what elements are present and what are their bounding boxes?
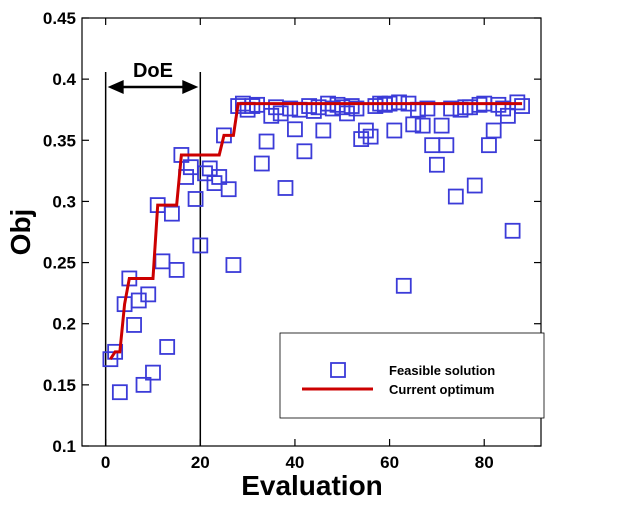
legend-label-feasible: Feasible solution — [389, 363, 495, 378]
doe-arrowhead-right — [182, 80, 199, 94]
feasible-solution-point — [353, 131, 370, 147]
feasible-solution-point — [135, 376, 152, 393]
legend-box — [279, 332, 545, 419]
feasible-solution-point — [263, 107, 280, 124]
feasible-solution-point — [504, 222, 521, 239]
feasible-solution-point — [272, 105, 289, 122]
feasible-solution-point — [126, 317, 142, 333]
y-axis-ticks: 0.1 0.15 0.2 0.25 0.3 0.35 0.4 0.45 — [43, 9, 541, 456]
feasible-solution-point — [438, 137, 455, 154]
feasible-solution-point — [447, 188, 464, 205]
feasible-solution-point — [187, 191, 204, 207]
feasible-solution-point — [211, 169, 228, 185]
feasible-solution-point — [499, 107, 516, 124]
feasible-solution-point — [428, 156, 445, 173]
doe-arrowhead-left — [107, 80, 124, 94]
feasible-solution-point — [277, 180, 294, 196]
y-tick-label: 0.25 — [43, 254, 76, 273]
feasible-solution-point — [301, 98, 318, 114]
feasible-solution-point — [348, 100, 365, 117]
x-tick-label: 60 — [380, 453, 399, 472]
feasible-solution-point — [514, 98, 530, 114]
x-tick-label: 20 — [191, 453, 210, 472]
feasible-solution-point — [159, 339, 176, 355]
feasible-solution-point — [414, 117, 431, 134]
legend-marker-feasible — [330, 362, 346, 378]
feasible-solution-point — [315, 122, 332, 139]
feasible-solution-point — [244, 98, 261, 114]
feasible-solution-point — [433, 117, 450, 134]
plot-frame — [81, 17, 542, 447]
feasible-solution-point — [362, 128, 379, 145]
feasible-solution-point — [386, 122, 403, 139]
y-tick-label: 0.45 — [43, 9, 76, 28]
feasible-solution-point — [107, 343, 124, 360]
feasible-solution-point — [220, 181, 237, 198]
feasible-solution-point — [296, 143, 313, 160]
feasible-solution-series — [102, 94, 530, 401]
legend: Feasible solution Current optimum — [279, 332, 545, 419]
y-tick-label: 0.15 — [43, 376, 76, 395]
y-tick-label: 0.3 — [52, 192, 76, 211]
x-tick-label: 80 — [475, 453, 494, 472]
feasible-solution-point — [111, 384, 128, 401]
y-tick-label: 0.4 — [52, 70, 76, 89]
doe-annotation: DoE — [104, 60, 202, 446]
doe-label: DoE — [133, 60, 173, 82]
y-axis-label: Obj — [5, 209, 36, 256]
x-axis-label: Evaluation — [241, 470, 383, 501]
feasible-solution-point — [466, 177, 483, 194]
feasible-solution-point — [287, 121, 303, 138]
feasible-solution-point — [140, 286, 157, 303]
current-optimum-line — [109, 102, 523, 360]
y-tick-label: 0.2 — [52, 315, 76, 334]
x-axis-ticks: 0 20 40 60 80 — [101, 18, 494, 472]
feasible-solution-point — [419, 100, 436, 117]
y-tick-label: 0.35 — [43, 131, 76, 150]
feasible-solution-point — [485, 122, 502, 139]
feasible-solution-point — [258, 133, 275, 150]
feasible-solution-point — [145, 364, 161, 381]
x-tick-label: 0 — [101, 453, 110, 472]
feasible-solution-point — [168, 262, 185, 278]
feasible-solution-point — [343, 98, 360, 114]
x-tick-label: 40 — [285, 453, 304, 472]
y-tick-label: 0.1 — [52, 437, 76, 456]
feasible-solution-point — [192, 237, 209, 254]
feasible-solution-point — [395, 277, 412, 294]
legend-label-optimum: Current optimum — [389, 382, 494, 397]
feasible-solution-point — [253, 155, 270, 172]
feasible-solution-point — [164, 205, 180, 222]
feasible-solution-point — [282, 100, 299, 117]
feasible-solution-point — [225, 257, 242, 273]
